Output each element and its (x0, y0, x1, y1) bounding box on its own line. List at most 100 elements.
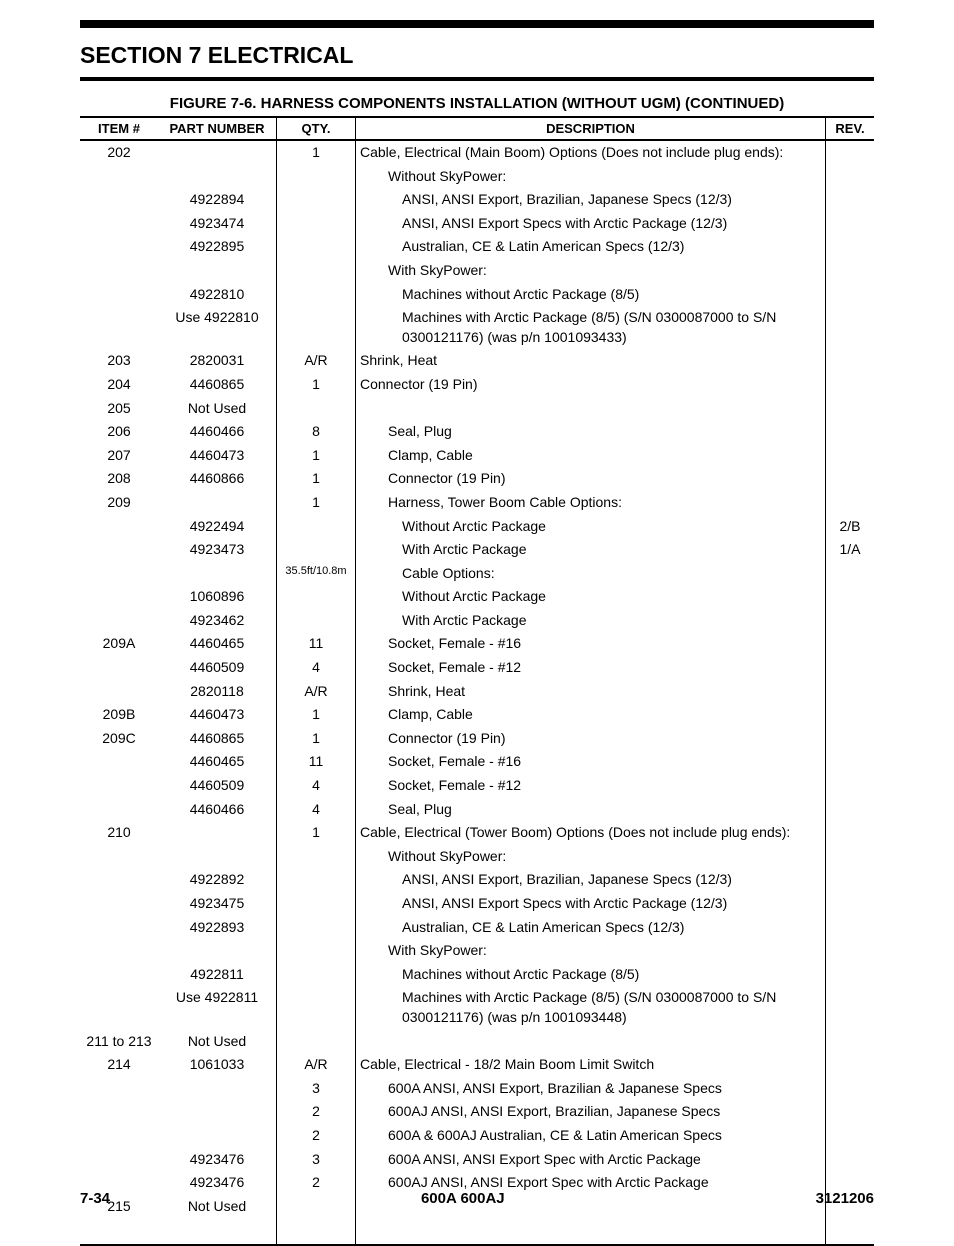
cell-desc: ANSI, ANSI Export Specs with Arctic Pack… (356, 892, 826, 916)
cell-desc: Australian, CE & Latin American Specs (1… (356, 916, 826, 940)
footer-center: 600A 600AJ (421, 1190, 505, 1207)
cell-rev (826, 1124, 875, 1148)
cell-part: 4460466 (158, 798, 277, 822)
cell-item: 202 (80, 140, 158, 165)
cell-part: 4922810 (158, 283, 277, 307)
cell-item (80, 306, 158, 349)
cell-part: 4460865 (158, 373, 277, 397)
cell-desc: Socket, Female - #16 (356, 750, 826, 774)
cell-qty: 8 (277, 420, 356, 444)
table-row: 44605094Socket, Female - #12 (80, 774, 874, 798)
table-row: 2091Harness, Tower Boom Cable Options: (80, 491, 874, 515)
table-row: 211 to 213Not Used (80, 1030, 874, 1054)
table-row: 209B44604731Clamp, Cable (80, 703, 874, 727)
cell-item (80, 212, 158, 236)
cell-rev: 2/B (826, 515, 875, 539)
cell-desc: ANSI, ANSI Export Specs with Arctic Pack… (356, 212, 826, 236)
cell-qty: 3 (277, 1148, 356, 1172)
cell-rev (826, 939, 875, 963)
cell-desc: 600A ANSI, ANSI Export, Brazilian & Japa… (356, 1077, 826, 1101)
table-row: Without SkyPower: (80, 165, 874, 189)
cell-qty: 11 (277, 750, 356, 774)
cell-item (80, 165, 158, 189)
top-rule (80, 20, 874, 28)
cell-item: 209B (80, 703, 158, 727)
table-row: 4923475ANSI, ANSI Export Specs with Arct… (80, 892, 874, 916)
cell-rev (826, 373, 875, 397)
header-row: ITEM # PART NUMBER QTY. DESCRIPTION REV. (80, 117, 874, 140)
table-row: 4922894ANSI, ANSI Export, Brazilian, Jap… (80, 188, 874, 212)
table-row: 4922811Machines without Arctic Package (… (80, 963, 874, 987)
cell-part: 4923462 (158, 609, 277, 633)
table-row: Without SkyPower: (80, 845, 874, 869)
table-row: 2101Cable, Electrical (Tower Boom) Optio… (80, 821, 874, 845)
cell-part (158, 845, 277, 869)
cell-item (80, 750, 158, 774)
table-row: 20644604668Seal, Plug (80, 420, 874, 444)
cell-qty: 4 (277, 656, 356, 680)
cell-rev (826, 420, 875, 444)
cell-item: 209 (80, 491, 158, 515)
cell-part: 4923476 (158, 1148, 277, 1172)
footer-left: 7-34 (80, 1190, 110, 1207)
table-row: 205Not Used (80, 397, 874, 421)
cell-part (158, 165, 277, 189)
cell-qty (277, 963, 356, 987)
cell-qty (277, 515, 356, 539)
cell-desc: With SkyPower: (356, 259, 826, 283)
cell-qty (277, 259, 356, 283)
cell-rev (826, 444, 875, 468)
table-row: 4923462With Arctic Package (80, 609, 874, 633)
cell-qty: A/R (277, 680, 356, 704)
cell-desc (356, 397, 826, 421)
cell-part (158, 1100, 277, 1124)
cell-qty: 1 (277, 727, 356, 751)
cell-rev (826, 750, 875, 774)
cell-part (158, 939, 277, 963)
cell-part (158, 259, 277, 283)
cell-rev (826, 656, 875, 680)
table-row: 4923473With Arctic Package1/A (80, 538, 874, 562)
cell-desc: 600A & 600AJ Australian, CE & Latin Amer… (356, 1124, 826, 1148)
cell-desc: Cable, Electrical - 18/2 Main Boom Limit… (356, 1053, 826, 1077)
table-row: 2021Cable, Electrical (Main Boom) Option… (80, 140, 874, 165)
cell-part: 4460473 (158, 703, 277, 727)
cell-rev (826, 632, 875, 656)
cell-desc: With SkyPower: (356, 939, 826, 963)
cell-part: 4460465 (158, 632, 277, 656)
cell-rev (826, 727, 875, 751)
cell-rev (826, 140, 875, 165)
cell-rev (826, 188, 875, 212)
cell-item (80, 259, 158, 283)
cell-qty: 4 (277, 798, 356, 822)
table-row: With SkyPower: (80, 939, 874, 963)
cell-part: 4460866 (158, 467, 277, 491)
cell-rev (826, 212, 875, 236)
cell-item: 208 (80, 467, 158, 491)
cell-desc: Clamp, Cable (356, 703, 826, 727)
col-qty: QTY. (277, 117, 356, 140)
cell-item (80, 680, 158, 704)
cell-qty (277, 585, 356, 609)
cell-item (80, 1124, 158, 1148)
cell-qty: 1 (277, 444, 356, 468)
cell-qty (277, 916, 356, 940)
cell-qty (277, 609, 356, 633)
cell-rev (826, 821, 875, 845)
cell-desc: Machines without Arctic Package (8/5) (356, 283, 826, 307)
cell-item: 206 (80, 420, 158, 444)
cell-rev (826, 680, 875, 704)
cell-item (80, 868, 158, 892)
cell-rev (826, 1053, 875, 1077)
cell-part (158, 821, 277, 845)
cell-qty (277, 212, 356, 236)
cell-desc: ANSI, ANSI Export, Brazilian, Japanese S… (356, 868, 826, 892)
cell-desc: Without Arctic Package (356, 585, 826, 609)
cell-qty (277, 397, 356, 421)
cell-rev (826, 165, 875, 189)
cell-rev (826, 491, 875, 515)
table-row: Use 4922811Machines with Arctic Package … (80, 986, 874, 1029)
cell-rev (826, 1030, 875, 1054)
table-body: 2021Cable, Electrical (Main Boom) Option… (80, 140, 874, 1245)
cell-item: 205 (80, 397, 158, 421)
